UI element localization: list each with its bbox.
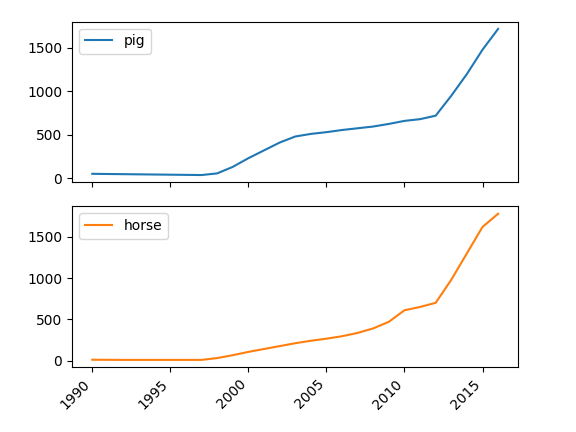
Legend: pig: pig [79, 29, 150, 54]
Legend: horse: horse [79, 213, 168, 238]
